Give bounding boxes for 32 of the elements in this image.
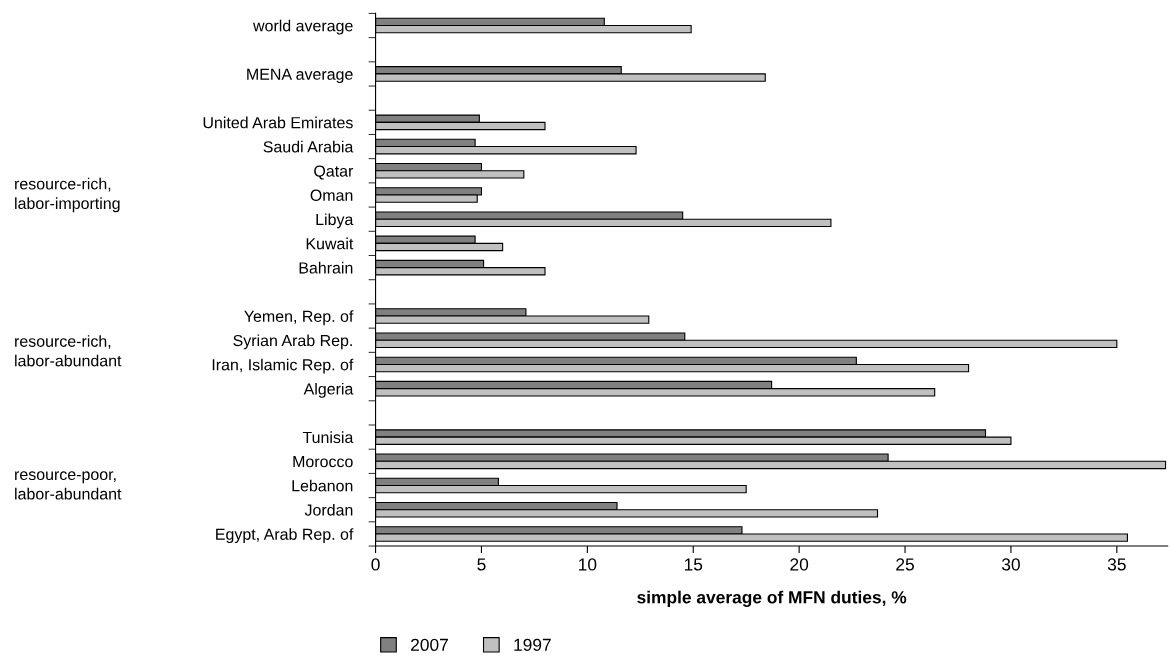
x-tick-label: 10 — [579, 558, 597, 571]
x-tick-label: 15 — [684, 558, 703, 571]
x-tick-label: 35 — [1107, 558, 1126, 571]
text: resource-rich, labor-abundant — [15, 335, 122, 367]
x-tick-label: 0 — [371, 558, 380, 571]
y-tick-label: United Arab Emirates — [203, 116, 353, 129]
y-tick-label: Qatar — [314, 165, 354, 180]
text: resource-poor, labor-abundant — [15, 471, 122, 500]
x-tick-label: 20 — [790, 558, 809, 571]
y-tick-label: Kuwait — [306, 237, 354, 250]
text: resource-rich, labor-importing — [15, 177, 120, 213]
y-tick-label: Libya — [316, 213, 354, 229]
y-tick-label: Morocco — [293, 456, 353, 468]
x-axis-title: simple average of MFN duties, % — [637, 590, 907, 607]
x-tick-label: 30 — [1001, 558, 1020, 571]
y-tick-label: Iran, Islamic Rep. of — [212, 358, 354, 374]
x-tick-label: 5 — [477, 558, 486, 571]
y-tick-label: Saudi Arabia — [263, 140, 354, 153]
y-tick-label: Bahrain — [299, 261, 353, 274]
y-tick-label: Algeria — [303, 382, 354, 398]
x-tick-label: 25 — [896, 558, 914, 571]
legend-label: 2007 — [411, 638, 448, 651]
y-tick-label: Oman — [310, 189, 353, 201]
y-tick-label: Yemen, Rep. of — [244, 310, 354, 326]
legend-label: 1997 — [514, 638, 551, 651]
y-tick-label: Syrian Arab Rep. — [233, 334, 352, 350]
y-tick-label: Egypt, Arab Rep. of — [216, 528, 354, 544]
y-tick-label: MENA average — [247, 68, 353, 84]
y-tick-label: Tunisia — [302, 431, 354, 444]
y-tick-label: world average — [253, 19, 353, 35]
y-tick-label: Jordan — [304, 503, 353, 516]
y-tick-label: Lebanon — [292, 479, 353, 492]
